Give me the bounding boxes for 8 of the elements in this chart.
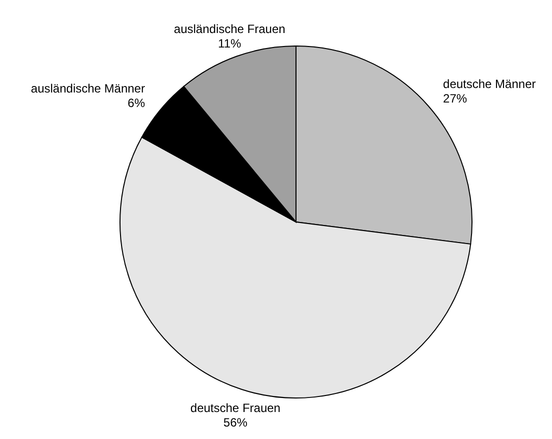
data-label: 56%	[223, 415, 248, 430]
slice-label: ausländische Frauen	[174, 22, 286, 36]
data-label: 27%	[443, 91, 468, 106]
slice-label: ausländische Männer	[30, 82, 145, 96]
data-label: 11%	[218, 36, 242, 51]
slice-label: deutsche Frauen	[190, 401, 280, 416]
slice-label: deutsche Männer	[443, 76, 536, 91]
data-label: 6%	[128, 96, 146, 110]
